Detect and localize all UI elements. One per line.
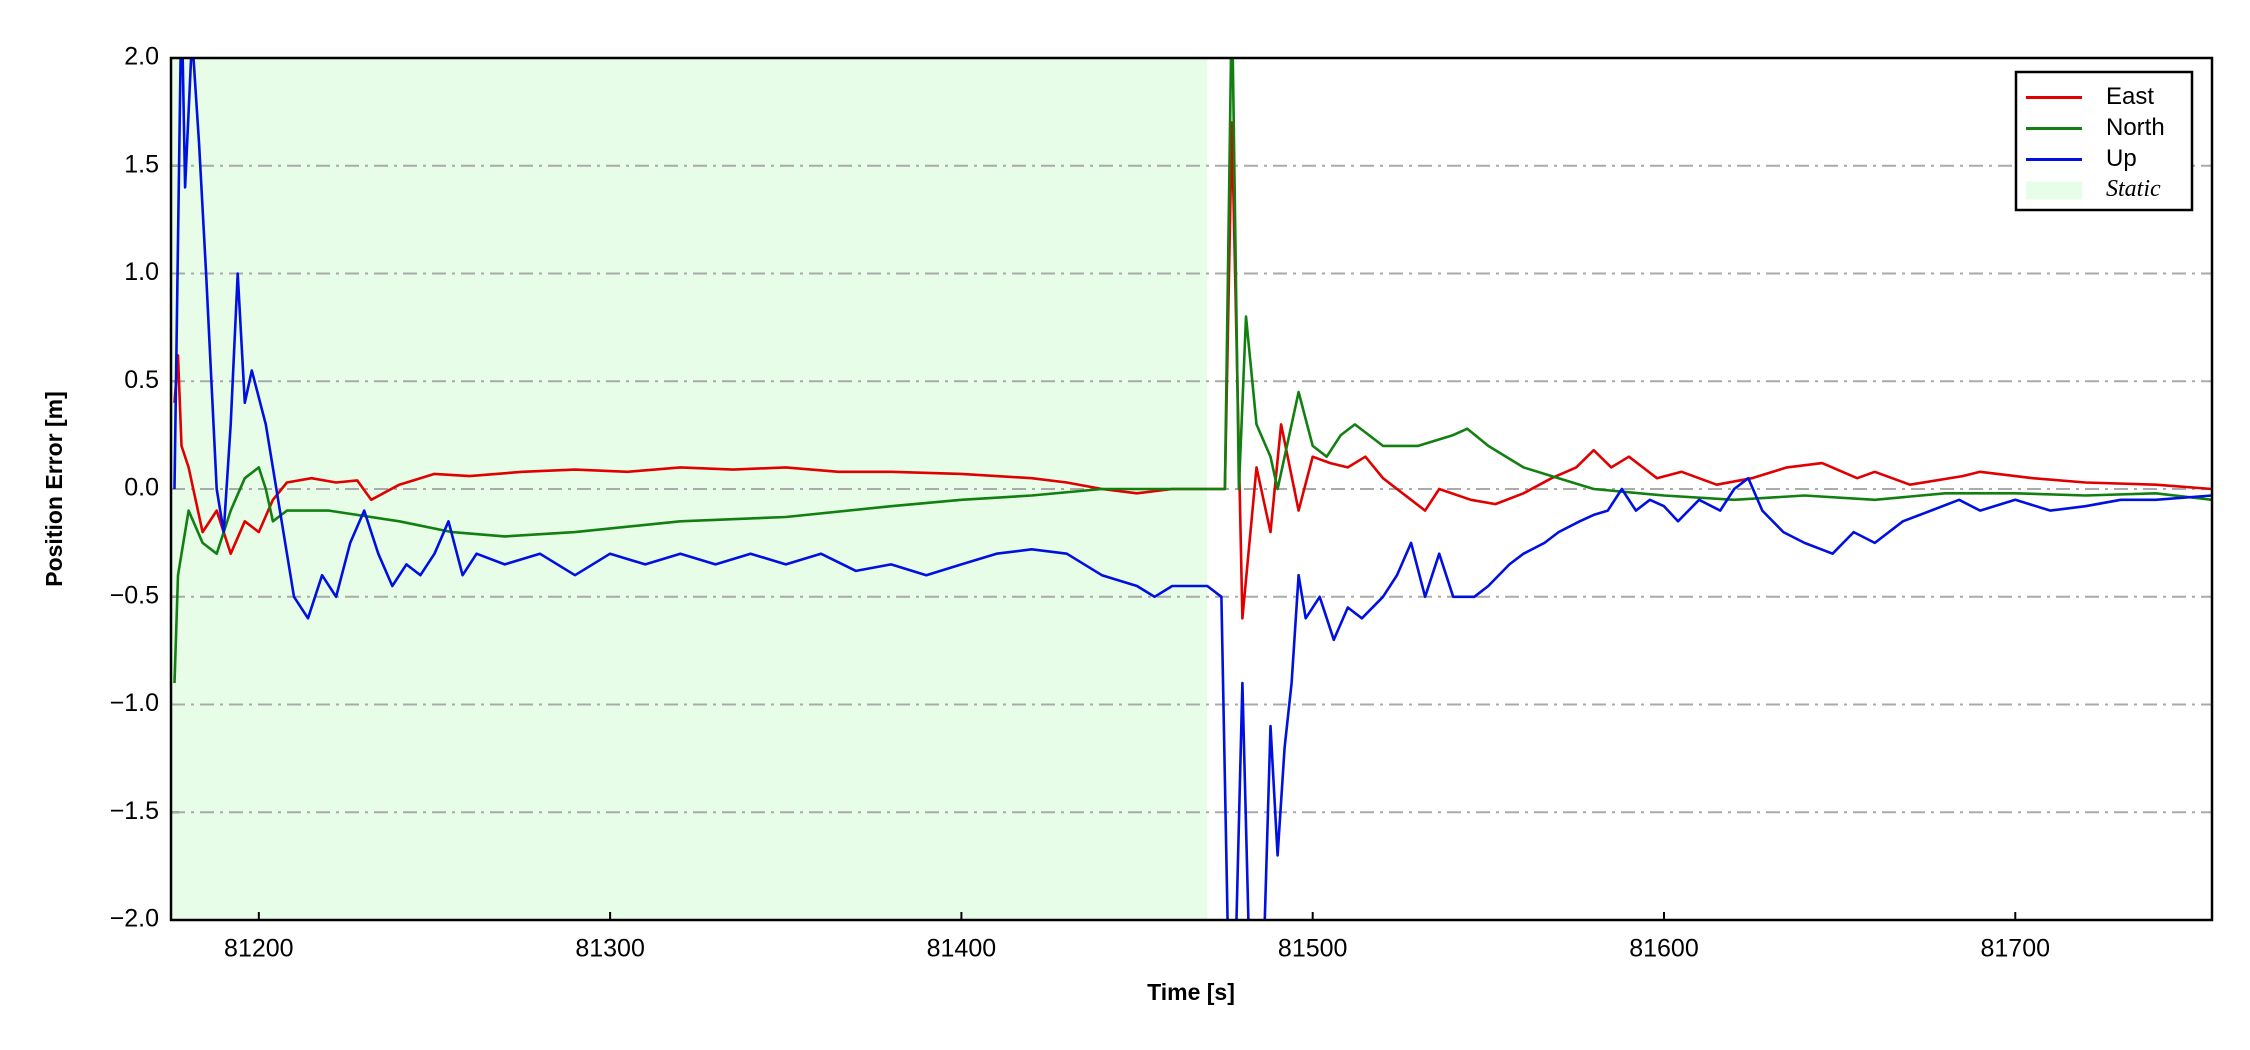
legend-label: East <box>2106 83 2154 110</box>
x-tick-label: 81700 <box>1981 935 2051 963</box>
legend-label: Static <box>2106 176 2161 202</box>
x-tick-label: 81400 <box>927 935 997 963</box>
y-tick-label: 2.0 <box>124 43 159 71</box>
series-line <box>173 58 2212 684</box>
plot-lines <box>173 58 2212 920</box>
y-tick-label: −1.5 <box>110 797 159 825</box>
x-tick-label: 81600 <box>1629 935 1699 963</box>
y-tick-label: −2.0 <box>110 905 159 933</box>
y-axis-label: Position Error [m] <box>41 391 67 587</box>
y-tick-label: −0.5 <box>110 581 159 609</box>
plot-frame <box>169 56 2214 922</box>
x-tick-label: 81200 <box>224 935 294 963</box>
x-axis-label: Time [s] <box>1147 979 1235 1005</box>
y-tick-label: 1.0 <box>124 258 159 286</box>
series-line <box>173 121 2212 620</box>
y-tick-label: −1.0 <box>110 689 159 717</box>
legend-label: Up <box>2106 145 2137 172</box>
y-tick-label: 0.5 <box>124 366 159 394</box>
x-tick-label: 81500 <box>1278 935 1348 963</box>
series-line <box>173 58 2212 920</box>
legend-label: North <box>2106 114 2165 141</box>
x-tick-label: 81300 <box>575 935 645 963</box>
legend-swatch <box>2026 181 2082 200</box>
y-tick-label: 0.0 <box>124 474 159 502</box>
y-tick-label: 1.5 <box>124 150 159 178</box>
legend-box <box>2014 70 2194 212</box>
